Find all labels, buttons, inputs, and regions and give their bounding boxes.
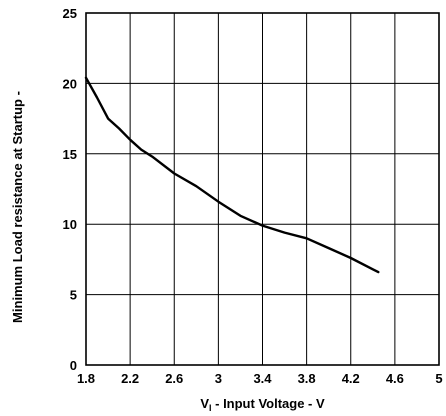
series-layer <box>84 76 380 274</box>
y-axis-label: Minimum Load resistance at Startup - <box>10 91 25 323</box>
x-axis-label: VI - Input Voltage - V <box>200 396 325 413</box>
x-axis-label-subscript: I <box>209 403 212 413</box>
x-tick-label: 5 <box>435 371 442 386</box>
y-tick-label: 20 <box>63 76 77 91</box>
y-tick-label: 10 <box>63 217 77 232</box>
y-tick-label: 5 <box>70 288 77 303</box>
x-tick-label: 3.4 <box>253 371 272 386</box>
x-tick-label: 3 <box>215 371 222 386</box>
x-tick-label: 2.2 <box>121 371 139 386</box>
x-tick-label: 1.8 <box>77 371 95 386</box>
x-tick-label: 4.6 <box>386 371 404 386</box>
grid <box>85 12 440 366</box>
series-line <box>84 76 380 274</box>
y-tick-label: 0 <box>70 358 77 373</box>
x-axis-ticks: 1.8 2.2 2.6 3 3.4 3.8 4.2 4.6 5 <box>77 371 443 386</box>
plot-frame <box>85 12 440 366</box>
x-tick-label: 2.6 <box>165 371 183 386</box>
x-axis-label-prefix: V <box>200 396 209 411</box>
x-tick-label: 3.8 <box>298 371 316 386</box>
x-tick-label: 4.2 <box>342 371 360 386</box>
x-axis-label-suffix: - Input Voltage - V <box>212 396 325 411</box>
y-tick-label: 25 <box>63 6 77 21</box>
y-axis-ticks: 0 5 10 15 20 25 <box>63 6 77 373</box>
y-tick-label: 15 <box>63 147 77 162</box>
